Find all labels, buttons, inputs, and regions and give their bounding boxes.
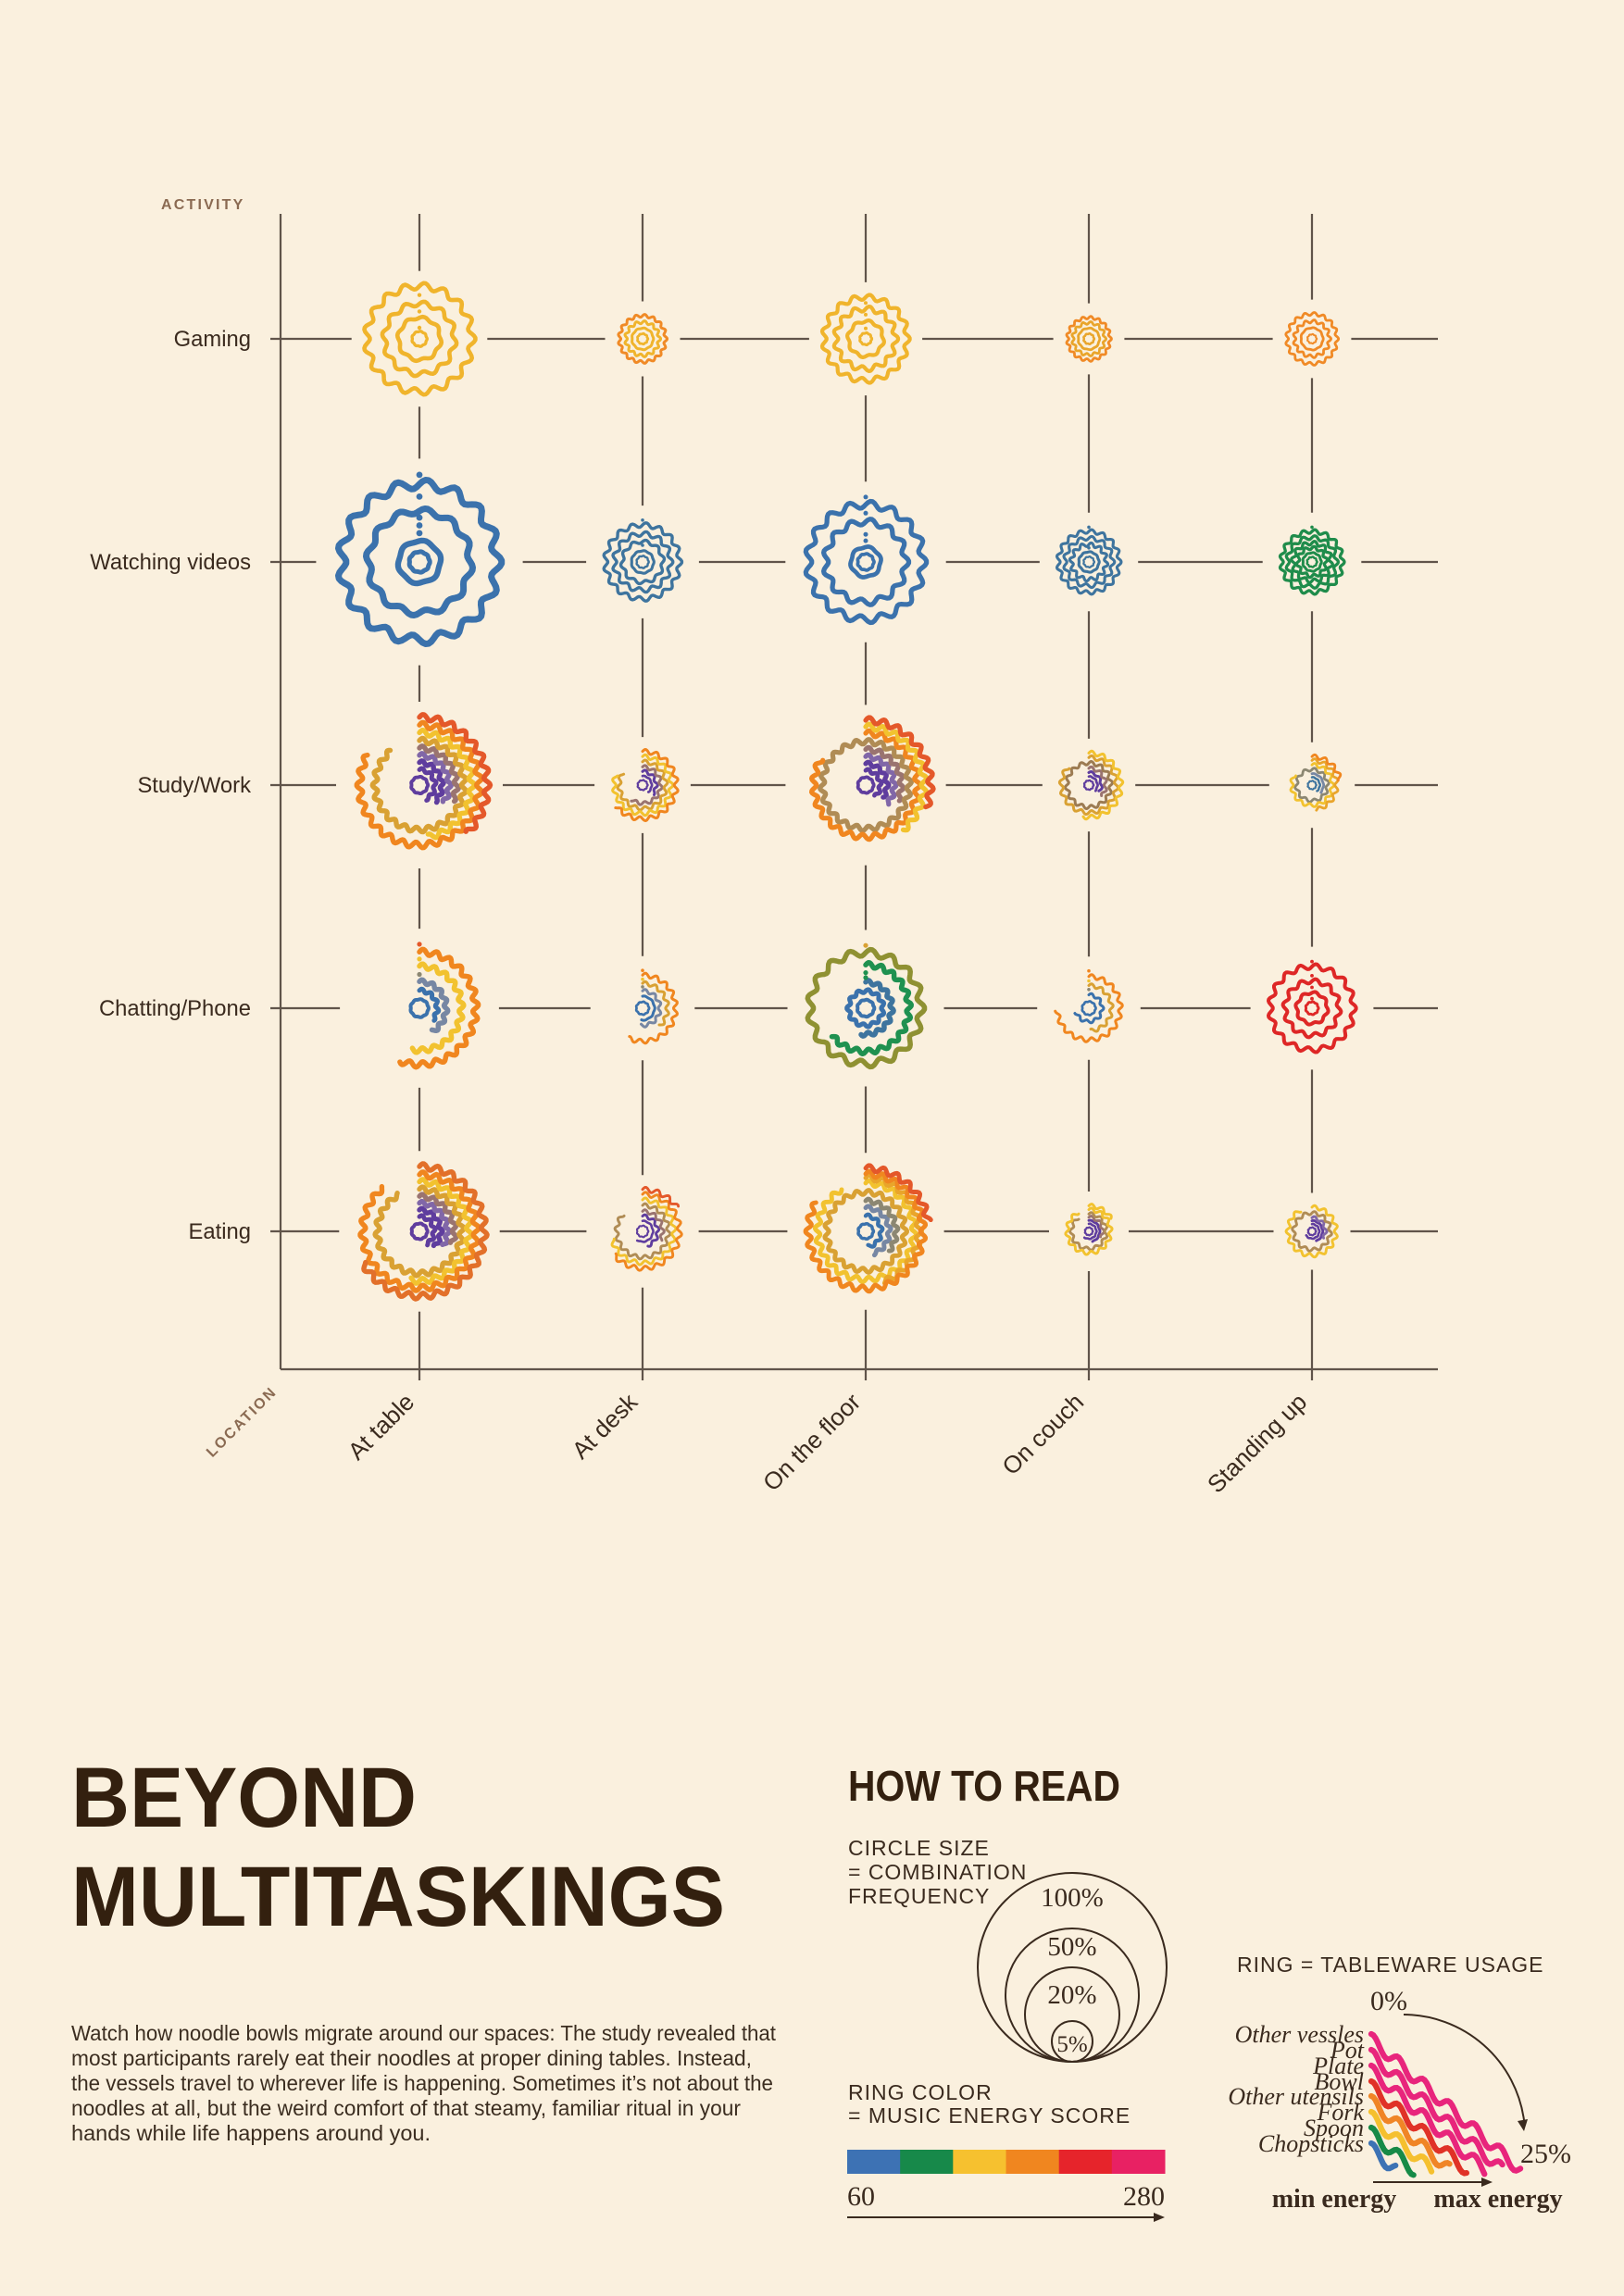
svg-text:25%: 25% (1520, 2139, 1571, 2169)
svg-text:FREQUENCY: FREQUENCY (848, 1884, 990, 1908)
svg-text:Fork: Fork (1316, 2099, 1364, 2126)
svg-text:280: 280 (1123, 2181, 1165, 2212)
svg-text:60: 60 (847, 2181, 875, 2212)
svg-text:BEYOND: BEYOND (71, 1751, 417, 1845)
svg-text:ACTIVITY: ACTIVITY (161, 197, 245, 213)
svg-text:most participants rarely eat t: most participants rarely eat their noodl… (71, 2046, 752, 2070)
svg-text:0%: 0% (1370, 1986, 1407, 2016)
svg-text:HOW TO READ: HOW TO READ (848, 1762, 1120, 1810)
svg-text:min energy: min energy (1272, 2185, 1397, 2214)
svg-text:hands while life happens aroun: hands while life happens around you. (71, 2121, 431, 2145)
svg-text:CIRCLE SIZE: CIRCLE SIZE (848, 1836, 990, 1860)
svg-text:Watching videos: Watching videos (90, 550, 251, 575)
svg-text:Spoon: Spoon (1304, 2115, 1364, 2141)
svg-text:Other utensils: Other utensils (1228, 2083, 1364, 2110)
svg-text:max energy: max energy (1433, 2185, 1562, 2214)
svg-text:= COMBINATION: = COMBINATION (848, 1860, 1027, 1884)
svg-text:Chatting/Phone: Chatting/Phone (99, 996, 251, 1021)
svg-text:100%: 100% (1041, 1883, 1104, 1913)
svg-text:RING = TABLEWARE USAGE: RING = TABLEWARE USAGE (1237, 1953, 1544, 1977)
svg-text:Watch how noodle bowls migrate: Watch how noodle bowls migrate around ou… (71, 2021, 776, 2045)
svg-text:RING COLOR: RING COLOR (848, 2080, 993, 2104)
svg-text:Other vessles: Other vessles (1235, 2021, 1364, 2048)
svg-text:= MUSIC ENERGY SCORE: = MUSIC ENERGY SCORE (848, 2103, 1131, 2128)
svg-text:5%: 5% (1056, 2032, 1087, 2057)
svg-text:Study/Work: Study/Work (137, 773, 251, 798)
svg-text:20%: 20% (1047, 1980, 1096, 2010)
svg-text:Gaming: Gaming (174, 327, 251, 352)
svg-text:the vessels travel to wherever: the vessels travel to wherever life is h… (71, 2071, 773, 2095)
svg-text:50%: 50% (1047, 1932, 1096, 1962)
svg-text:Chopsticks: Chopsticks (1258, 2130, 1364, 2157)
svg-text:Pot: Pot (1330, 2037, 1365, 2064)
svg-text:Eating: Eating (189, 1219, 251, 1244)
svg-text:MULTITASKINGS: MULTITASKINGS (71, 1850, 725, 1944)
svg-text:Plate: Plate (1312, 2053, 1364, 2079)
svg-text:noodles at all, but the weird: noodles at all, but the weird comfort of… (71, 2096, 741, 2120)
svg-text:Bowl: Bowl (1315, 2068, 1364, 2095)
